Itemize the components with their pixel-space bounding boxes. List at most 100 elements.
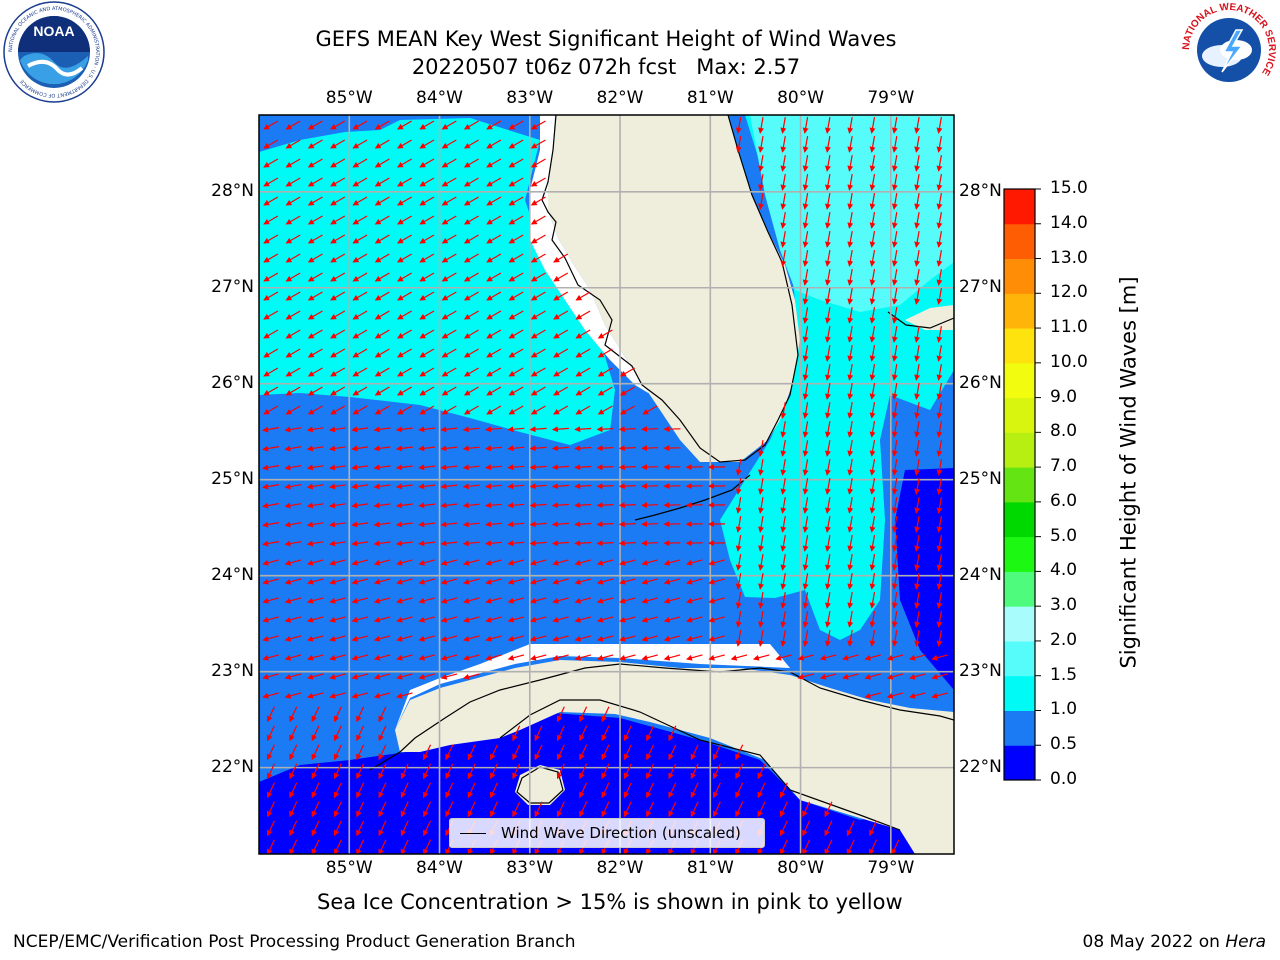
wind-arrow [646, 782, 655, 799]
wind-arrow [485, 483, 503, 490]
wind-arrow [779, 801, 788, 818]
wind-arrow [289, 725, 298, 742]
wind-arrow [463, 215, 479, 225]
wind-arrow [891, 363, 898, 381]
wind-arrow [396, 597, 413, 604]
wind-arrow [574, 654, 592, 661]
wind-arrow [418, 654, 435, 661]
wind-arrow [486, 329, 502, 339]
footer-date-text: 08 May 2022 on [1082, 932, 1226, 952]
wind-arrow [374, 120, 390, 130]
wind-arrow [508, 177, 524, 187]
latitude-label: 28°N [959, 180, 1002, 201]
wind-arrow [552, 635, 569, 642]
footer-date: 08 May 2022 on Hera [1083, 932, 1267, 952]
wind-arrow [330, 120, 346, 130]
wind-arrow [869, 192, 876, 210]
wind-arrow [819, 654, 837, 661]
wind-arrow [869, 629, 876, 647]
wind-arrow [530, 386, 546, 396]
wind-arrow [891, 382, 898, 400]
wind-arrow [373, 635, 391, 642]
wind-arrow [663, 654, 681, 661]
wind-arrow [574, 559, 592, 566]
wind-arrow [619, 559, 636, 566]
wind-arrow [262, 483, 280, 490]
wind-arrow [758, 496, 765, 514]
wind-arrow [418, 616, 435, 623]
wind-arrow [373, 502, 391, 509]
wind-arrow [891, 116, 898, 134]
wind-arrow [440, 521, 458, 528]
wind-arrow [891, 249, 898, 267]
graticule [259, 115, 954, 854]
wind-arrow [618, 445, 636, 452]
wind-arrow [758, 534, 765, 552]
wind-arrow [735, 801, 744, 818]
wind-arrow [333, 801, 342, 818]
wind-arrow [574, 483, 592, 490]
footer-credit: NCEP/EMC/Verification Post Processing Pr… [13, 932, 576, 952]
wind-arrow [374, 196, 390, 206]
wind-arrow [397, 272, 413, 282]
wind-arrow [441, 367, 457, 377]
wind-arrow [306, 578, 324, 585]
wind-arrow [311, 725, 320, 742]
wind-arrow [397, 291, 413, 301]
wind-arrow [440, 635, 458, 642]
wind-arrow [441, 405, 457, 415]
wind-arrow [400, 801, 409, 818]
wind-arrow [891, 135, 898, 153]
wind-arrow [396, 559, 413, 566]
wind-arrow [596, 483, 614, 490]
colorbar-swatch [1004, 223, 1035, 260]
wind-arrow [307, 253, 323, 263]
wind-arrow [931, 673, 948, 680]
colorbar-tick-label: 13.0 [1050, 247, 1088, 268]
wind-arrow [512, 725, 521, 742]
wind-arrow [374, 253, 390, 263]
wind-arrow [400, 839, 409, 854]
wind-arrow [780, 496, 787, 514]
wind-arrow [914, 154, 921, 172]
wind-arrow [780, 211, 787, 229]
colorbar-swatch [1004, 675, 1035, 711]
wind-arrow [352, 253, 368, 263]
wind-arrow [553, 367, 569, 377]
wave-field-0-0.5-east [895, 468, 954, 690]
wind-arrow [914, 344, 921, 362]
wind-arrow [508, 272, 524, 282]
wind-arrow [306, 521, 324, 528]
wind-arrow [445, 801, 454, 818]
colorbar-tick-label: 1.5 [1050, 664, 1078, 685]
wind-arrow [330, 253, 346, 263]
wind-arrow [553, 253, 569, 263]
wind-arrow [263, 272, 279, 282]
wind-arrow [440, 616, 458, 623]
wind-arrow [780, 629, 787, 647]
wind-arrow [285, 158, 301, 168]
wind-arrow [463, 329, 479, 339]
wind-arrow [735, 610, 742, 628]
wind-arrow [891, 173, 898, 191]
wind-arrow [307, 272, 323, 282]
wind-arrow [552, 616, 569, 623]
wind-arrow [508, 139, 524, 149]
wind-arrow [891, 192, 898, 210]
wind-arrow [869, 116, 876, 134]
wind-arrow [329, 597, 346, 604]
wind-arrow [825, 629, 831, 647]
wind-arrow [914, 515, 921, 533]
wind-arrow [373, 654, 391, 661]
wind-arrow [378, 782, 387, 799]
wind-arrow [397, 310, 413, 320]
wind-arrow [351, 445, 369, 452]
wind-arrow [646, 801, 655, 818]
wind-arrow [508, 253, 524, 263]
wind-arrow [262, 464, 280, 471]
wind-arrow [508, 158, 524, 168]
wind-arrow [512, 801, 521, 818]
wind-arrow [262, 597, 279, 604]
wind-arrow [936, 211, 943, 229]
